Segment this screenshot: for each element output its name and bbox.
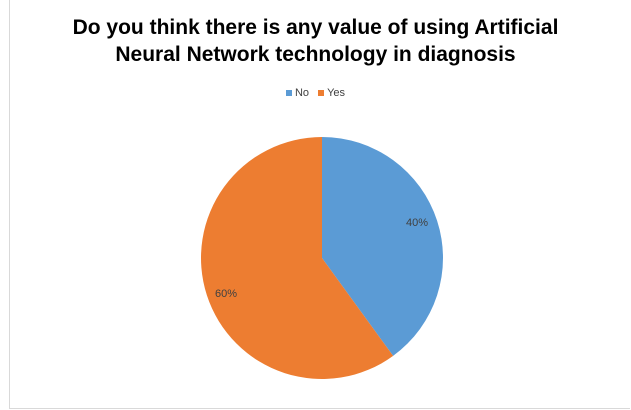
data-label-yes: 60% xyxy=(215,288,237,300)
legend-item-yes: Yes xyxy=(318,87,345,99)
legend-label-yes: Yes xyxy=(327,87,346,99)
chart-title-line-1: Do you think there is any value of using… xyxy=(72,16,559,39)
data-label-no: 40% xyxy=(406,217,428,229)
chart-legend: No Yes xyxy=(0,87,631,99)
chart-title-line-2: Neural Network technology in diagnosis xyxy=(115,43,516,66)
legend-swatch-no xyxy=(285,90,292,96)
legend-label-no: No xyxy=(294,87,310,99)
legend-swatch-yes xyxy=(318,90,325,96)
chart-title: Do you think there is any value of using… xyxy=(0,14,631,68)
pie-slice-yes xyxy=(200,137,394,379)
chart-frame xyxy=(9,0,630,409)
pie-slice-no xyxy=(322,137,443,356)
legend-item-no: No xyxy=(285,87,310,99)
